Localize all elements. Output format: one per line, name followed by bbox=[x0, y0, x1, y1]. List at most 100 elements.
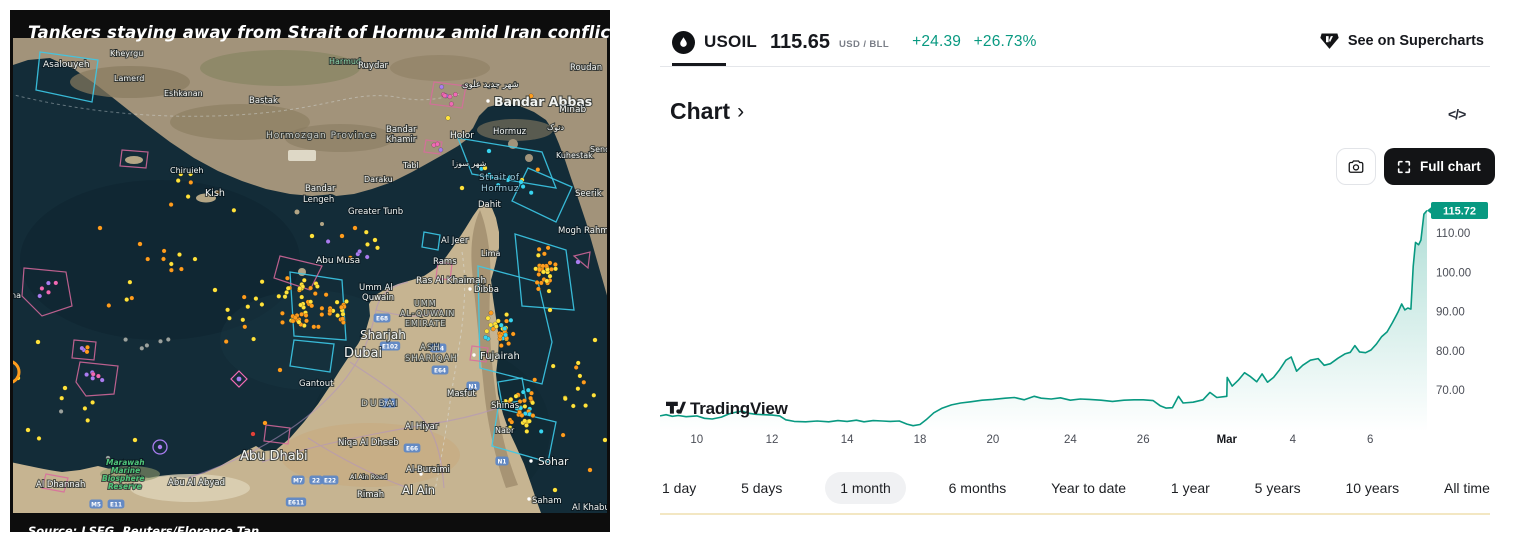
screenshot-button[interactable] bbox=[1336, 148, 1376, 185]
mountains bbox=[390, 55, 490, 81]
svg-text:Senderk: Senderk bbox=[590, 145, 610, 154]
svg-text:Lengeh: Lengeh bbox=[303, 195, 334, 205]
x-axis-label: 20 bbox=[986, 434, 999, 446]
svg-text:Tabl: Tabl bbox=[402, 161, 419, 170]
range-tab-all-time[interactable]: All time bbox=[1443, 480, 1490, 496]
svg-text:SHARIQAH: SHARIQAH bbox=[405, 354, 458, 364]
svg-text:Al Khabural: Al Khabural bbox=[572, 503, 610, 513]
last-price-badge bbox=[1431, 202, 1488, 220]
svg-text:Asalouyeh: Asalouyeh bbox=[43, 60, 90, 70]
svg-text:M7: M7 bbox=[293, 479, 303, 485]
svg-text:Nabr: Nabr bbox=[495, 426, 515, 435]
svg-text:M5: M5 bbox=[91, 503, 101, 509]
svg-text:E11: E11 bbox=[110, 503, 122, 509]
y-axis-label: 80.00 bbox=[1436, 346, 1465, 358]
svg-text:Marine: Marine bbox=[111, 466, 140, 475]
y-axis-label: 70.00 bbox=[1436, 385, 1465, 397]
range-tab-1-year[interactable]: 1 year bbox=[1170, 480, 1210, 496]
see-on-supercharts-button[interactable]: See on Supercharts bbox=[1319, 30, 1484, 51]
svg-text:Saham: Saham bbox=[532, 496, 561, 506]
svg-text:دنوک: دنوک bbox=[547, 123, 565, 132]
city-dots bbox=[419, 99, 533, 501]
price-line bbox=[660, 209, 1428, 427]
svg-text:Khamir: Khamir bbox=[386, 135, 417, 145]
header-divider bbox=[660, 66, 1490, 67]
svg-text:ASH: ASH bbox=[420, 343, 441, 353]
active-tab-indicator bbox=[672, 63, 726, 66]
tanker-dots bbox=[15, 84, 608, 493]
hajar-mountains bbox=[471, 210, 518, 488]
border-oman-uae bbox=[433, 251, 466, 497]
svg-text:Ras Al Khaimah: Ras Al Khaimah bbox=[416, 276, 486, 286]
x-axis-label: 14 bbox=[841, 434, 854, 446]
svg-text:Dahit: Dahit bbox=[478, 200, 502, 210]
bottom-separator bbox=[660, 513, 1490, 515]
source-bar bbox=[10, 513, 610, 532]
full-chart-button[interactable]: Full chart bbox=[1384, 148, 1495, 185]
svg-text:Kuhestak: Kuhestak bbox=[556, 151, 593, 160]
svg-text:E68: E68 bbox=[376, 317, 388, 323]
marawah-reserve-area bbox=[100, 466, 160, 482]
svg-text:Rimah: Rimah bbox=[357, 490, 384, 500]
mountains bbox=[70, 66, 190, 98]
svg-text:Lima: Lima bbox=[481, 249, 500, 258]
svg-text:Sohar: Sohar bbox=[538, 456, 569, 468]
embed-code-icon[interactable]: </> bbox=[1448, 106, 1466, 122]
svg-text:Al Ain: Al Ain bbox=[402, 483, 435, 497]
svg-text:Holor: Holor bbox=[450, 131, 474, 141]
hormuz-tanker-map: M5 E11 E611 E68 E102 E84 E64 E66 E66 M7 22 E22 N1 N1 … bbox=[10, 10, 618, 534]
svg-text:Bandar: Bandar bbox=[386, 125, 417, 135]
svg-text:E22: E22 bbox=[324, 479, 336, 485]
range-tab-1-day[interactable]: 1 day bbox=[662, 480, 697, 496]
svg-text:DUBAI: DUBAI bbox=[361, 399, 400, 409]
frame-right bbox=[607, 38, 610, 513]
symbol-name[interactable]: USOIL bbox=[704, 32, 757, 51]
place-labels: Asalouyeh Kheyrgu Lamerd Eshkanan Bastak Harm… bbox=[10, 48, 610, 514]
range-tab-10-years[interactable]: 10 years bbox=[1345, 480, 1400, 496]
svg-text:Hormuz: Hormuz bbox=[493, 127, 527, 137]
y-axis-label: 90.00 bbox=[1436, 307, 1465, 319]
price-chart[interactable]: 110.00 100.00 90.00 80.00 70.00 10 12 14 18 20 24 2… bbox=[660, 200, 1492, 452]
camera-icon bbox=[1348, 159, 1364, 173]
y-axis-label: 100.00 bbox=[1436, 267, 1471, 279]
oil-drop-icon bbox=[672, 30, 695, 54]
svg-text:Strait of: Strait of bbox=[479, 173, 520, 183]
full-chart-label: Full chart bbox=[1420, 159, 1481, 174]
island-tunb-lesser bbox=[320, 222, 324, 226]
svg-text:Bastak: Bastak bbox=[249, 96, 278, 106]
svg-text:Gantout: Gantout bbox=[299, 379, 334, 389]
section-title[interactable]: Chart › bbox=[670, 98, 744, 125]
range-tab-5-days[interactable]: 5 days bbox=[741, 480, 783, 496]
chart-plot: 110.00 100.00 90.00 80.00 70.00 10 12 14 18 20 24 2… bbox=[660, 202, 1488, 446]
area-fill bbox=[660, 210, 1427, 432]
range-tab-1-month[interactable]: 1 month bbox=[825, 472, 906, 504]
range-tab-5-years[interactable]: 5 years bbox=[1254, 480, 1301, 496]
chevron-right-icon: › bbox=[737, 100, 745, 123]
svg-text:Hormuz: Hormuz bbox=[481, 184, 519, 194]
salt-flats-coast bbox=[130, 474, 250, 502]
special-markers bbox=[10, 359, 248, 455]
x-axis-label: Mar bbox=[1217, 434, 1238, 446]
svg-text:E66: E66 bbox=[382, 402, 394, 408]
island-larak bbox=[525, 154, 533, 162]
svg-text:Marawah: Marawah bbox=[106, 458, 145, 467]
range-tab-year-to-date[interactable]: Year to date bbox=[1051, 480, 1127, 496]
svg-text:Niqa Al Dheeb: Niqa Al Dheeb bbox=[338, 438, 399, 448]
svg-text:N1: N1 bbox=[469, 385, 478, 391]
svg-text:شهر جدید علوی: شهر جدید علوی bbox=[462, 80, 519, 90]
anchorage-zones bbox=[21, 51, 591, 493]
svg-text:Daraku: Daraku bbox=[364, 175, 393, 184]
svg-text:Abu Al Abyad: Abu Al Abyad bbox=[168, 478, 225, 488]
svg-text:شهر سوزا: شهر سوزا bbox=[452, 159, 487, 168]
svg-text:Bandar Abbas: Bandar Abbas bbox=[494, 94, 592, 109]
x-axis-label: 24 bbox=[1064, 434, 1077, 446]
land-iran bbox=[10, 38, 610, 306]
supercharts-label: See on Supercharts bbox=[1347, 32, 1484, 49]
x-axis-label: 10 bbox=[690, 434, 703, 446]
range-tab-6-months[interactable]: 6 months bbox=[948, 480, 1007, 496]
svg-text:Hormozgan Province: Hormozgan Province bbox=[266, 131, 377, 141]
svg-text:Rams: Rams bbox=[433, 257, 457, 267]
svg-text:Chiruieh: Chiruieh bbox=[170, 166, 203, 175]
sea-texture bbox=[20, 180, 300, 340]
